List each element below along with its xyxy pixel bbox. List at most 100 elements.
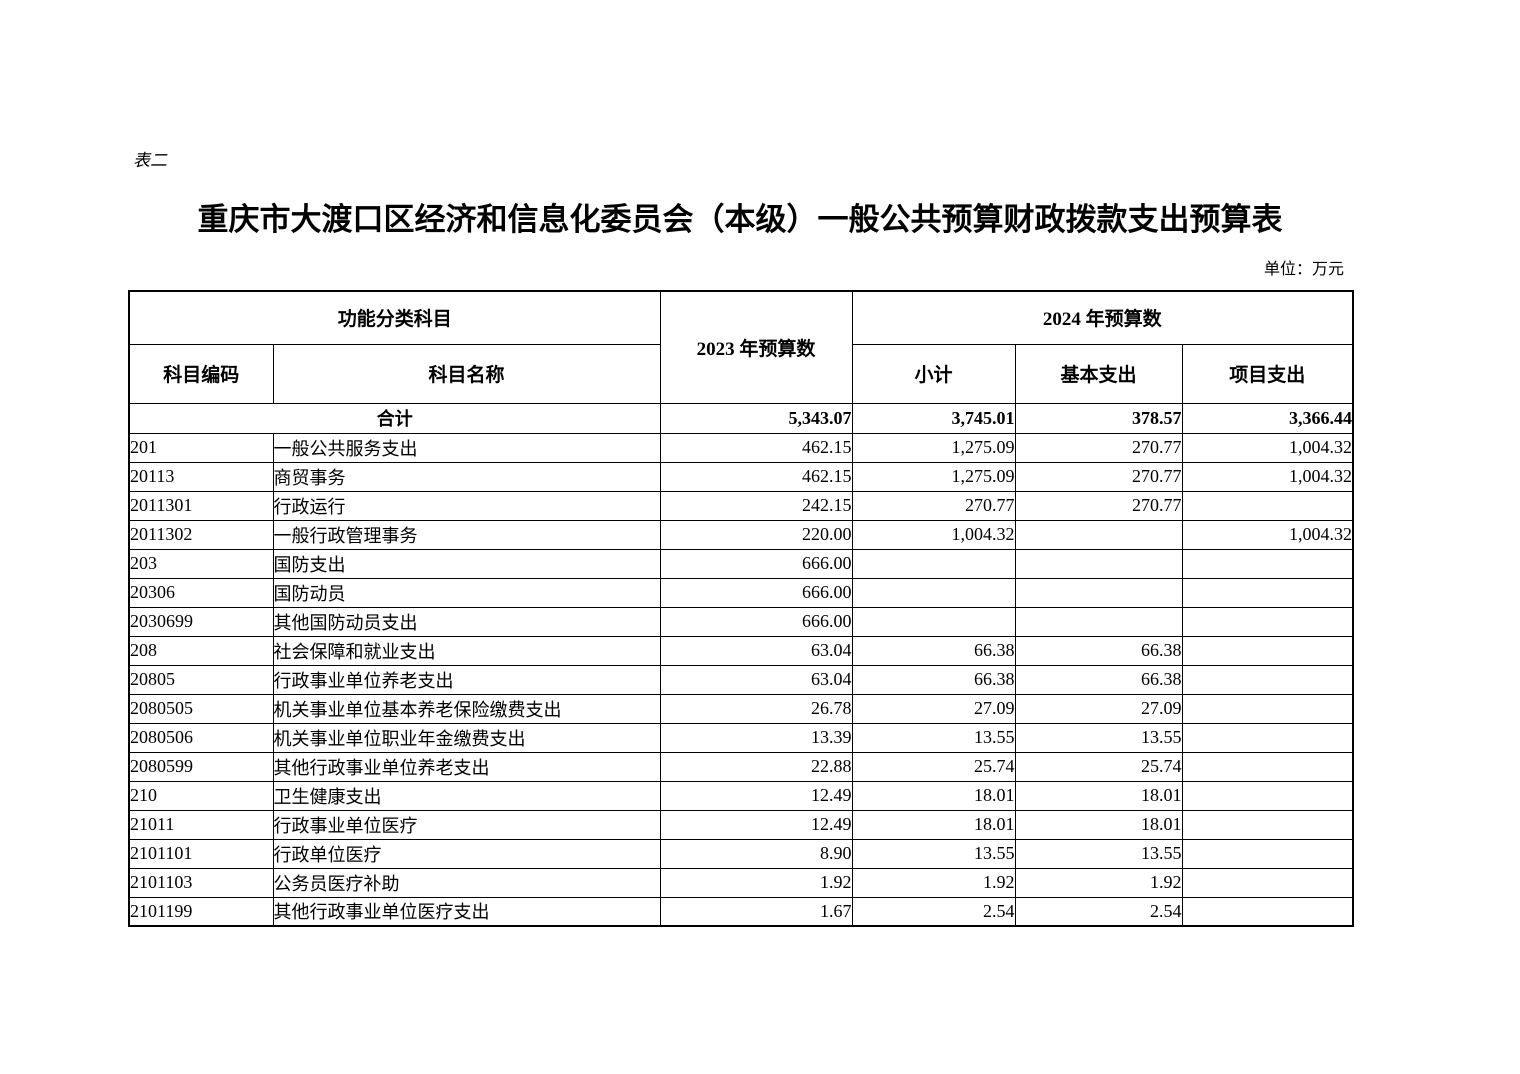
- cell-subtotal: 2.54: [851, 896, 1016, 927]
- table-row: 20306 国防动员 666.00: [128, 577, 1354, 608]
- cell-basic: 18.01: [1014, 780, 1183, 811]
- cell-code: 2080599: [128, 751, 274, 782]
- cell-project: [1181, 867, 1354, 898]
- cell-2023: 666.00: [659, 606, 853, 637]
- cell-2023: 1.67: [659, 896, 853, 927]
- cell-basic: [1014, 606, 1183, 637]
- cell-code: 21011: [128, 809, 274, 840]
- cell-code: 203: [128, 548, 274, 579]
- cell-subtotal: 1.92: [851, 867, 1016, 898]
- cell-project: [1181, 664, 1354, 695]
- cell-code: 210: [128, 780, 274, 811]
- table-row: 2101199 其他行政事业单位医疗支出 1.67 2.54 2.54: [128, 896, 1354, 927]
- table-row: 20113 商贸事务 462.15 1,275.09 270.77 1,004.…: [128, 461, 1354, 492]
- cell-basic: 13.55: [1014, 722, 1183, 753]
- cell-code: 2101103: [128, 867, 274, 898]
- cell-2023: 63.04: [659, 664, 853, 695]
- cell-project: [1181, 751, 1354, 782]
- header-project-expenditure: 项目支出: [1181, 343, 1354, 404]
- cell-project: 1,004.32: [1181, 461, 1354, 492]
- table-row: 21011 行政事业单位医疗 12.49 18.01 18.01: [128, 809, 1354, 840]
- cell-project: 1,004.32: [1181, 432, 1354, 463]
- cell-project: [1181, 838, 1354, 869]
- cell-2023: 8.90: [659, 838, 853, 869]
- cell-name: 机关事业单位基本养老保险缴费支出: [272, 693, 661, 724]
- unit-note: 单位：万元: [1263, 261, 1344, 278]
- cell-basic: 27.09: [1014, 693, 1183, 724]
- cell-basic: 270.77: [1014, 461, 1183, 492]
- total-project: 3,366.44: [1181, 402, 1354, 434]
- cell-2023: 12.49: [659, 780, 853, 811]
- budget-table-body: 合计 5,343.07 3,745.01 378.57 3,366.44 201…: [128, 402, 1354, 927]
- cell-basic: 270.77: [1014, 490, 1183, 521]
- cell-subtotal: 66.38: [851, 664, 1016, 695]
- cell-project: [1181, 577, 1354, 608]
- cell-project: [1181, 548, 1354, 579]
- cell-2023: 63.04: [659, 635, 853, 666]
- header-row-group: 功能分类科目 2023 年预算数 2024 年预算数: [128, 290, 1354, 404]
- header-function-category: 功能分类科目: [128, 290, 661, 345]
- cell-basic: [1014, 577, 1183, 608]
- cell-subtotal: 1,275.09: [851, 461, 1016, 492]
- cell-code: 2080505: [128, 693, 274, 724]
- cell-code: 201: [128, 432, 274, 463]
- table-row: 2101103 公务员医疗补助 1.92 1.92 1.92: [128, 867, 1354, 898]
- header-row-columns: 科目编码 科目名称 小计 基本支出 项目支出: [128, 343, 1354, 404]
- cell-code: 2011302: [128, 519, 274, 550]
- table-row: 208 社会保障和就业支出 63.04 66.38 66.38: [128, 635, 1354, 666]
- cell-2023: 666.00: [659, 577, 853, 608]
- cell-code: 2030699: [128, 606, 274, 637]
- cell-2023: 1.92: [659, 867, 853, 898]
- cell-basic: [1014, 548, 1183, 579]
- cell-subtotal: [851, 606, 1016, 637]
- cell-code: 2101199: [128, 896, 274, 927]
- table-row: 2080506 机关事业单位职业年金缴费支出 13.39 13.55 13.55: [128, 722, 1354, 753]
- cell-project: [1181, 809, 1354, 840]
- header-basic-expenditure: 基本支出: [1014, 343, 1183, 404]
- total-2023: 5,343.07: [659, 402, 853, 434]
- table-row: 2080599 其他行政事业单位养老支出 22.88 25.74 25.74: [128, 751, 1354, 782]
- cell-basic: 13.55: [1014, 838, 1183, 869]
- total-label: 合计: [128, 402, 661, 434]
- cell-code: 208: [128, 635, 274, 666]
- table-row: 2101101 行政单位医疗 8.90 13.55 13.55: [128, 838, 1354, 869]
- cell-2023: 13.39: [659, 722, 853, 753]
- cell-subtotal: 66.38: [851, 635, 1016, 666]
- cell-name: 机关事业单位职业年金缴费支出: [272, 722, 661, 753]
- cell-2023: 462.15: [659, 432, 853, 463]
- cell-basic: [1014, 519, 1183, 550]
- cell-2023: 242.15: [659, 490, 853, 521]
- cell-code: 2080506: [128, 722, 274, 753]
- table-row: 2030699 其他国防动员支出 666.00: [128, 606, 1354, 637]
- cell-project: [1181, 635, 1354, 666]
- cell-name: 一般公共服务支出: [272, 432, 661, 463]
- cell-2023: 26.78: [659, 693, 853, 724]
- cell-subtotal: 13.55: [851, 838, 1016, 869]
- cell-subtotal: 18.01: [851, 809, 1016, 840]
- cell-subtotal: [851, 577, 1016, 608]
- cell-name: 行政运行: [272, 490, 661, 521]
- cell-name: 行政单位医疗: [272, 838, 661, 869]
- page-title: 重庆市大渡口区经济和信息化委员会（本级）一般公共预算财政拨款支出预算表: [197, 202, 1283, 237]
- cell-subtotal: 25.74: [851, 751, 1016, 782]
- cell-subtotal: 1,275.09: [851, 432, 1016, 463]
- cell-2023: 666.00: [659, 548, 853, 579]
- header-subtotal: 小计: [851, 343, 1016, 404]
- cell-basic: 25.74: [1014, 751, 1183, 782]
- table-row: 201 一般公共服务支出 462.15 1,275.09 270.77 1,00…: [128, 432, 1354, 463]
- cell-name: 卫生健康支出: [272, 780, 661, 811]
- cell-name: 其他行政事业单位医疗支出: [272, 896, 661, 927]
- table-header: 功能分类科目 2023 年预算数 2024 年预算数 科目编码 科目名称 小计 …: [128, 290, 1354, 404]
- cell-name: 行政事业单位医疗: [272, 809, 661, 840]
- cell-code: 20306: [128, 577, 274, 608]
- cell-subtotal: [851, 548, 1016, 579]
- cell-name: 公务员医疗补助: [272, 867, 661, 898]
- cell-name: 一般行政管理事务: [272, 519, 661, 550]
- cell-basic: 18.01: [1014, 809, 1183, 840]
- table-row: 2011301 行政运行 242.15 270.77 270.77: [128, 490, 1354, 521]
- table-row: 2011302 一般行政管理事务 220.00 1,004.32 1,004.3…: [128, 519, 1354, 550]
- total-basic: 378.57: [1014, 402, 1183, 434]
- total-row: 合计 5,343.07 3,745.01 378.57 3,366.44: [128, 402, 1354, 434]
- table-row: 20805 行政事业单位养老支出 63.04 66.38 66.38: [128, 664, 1354, 695]
